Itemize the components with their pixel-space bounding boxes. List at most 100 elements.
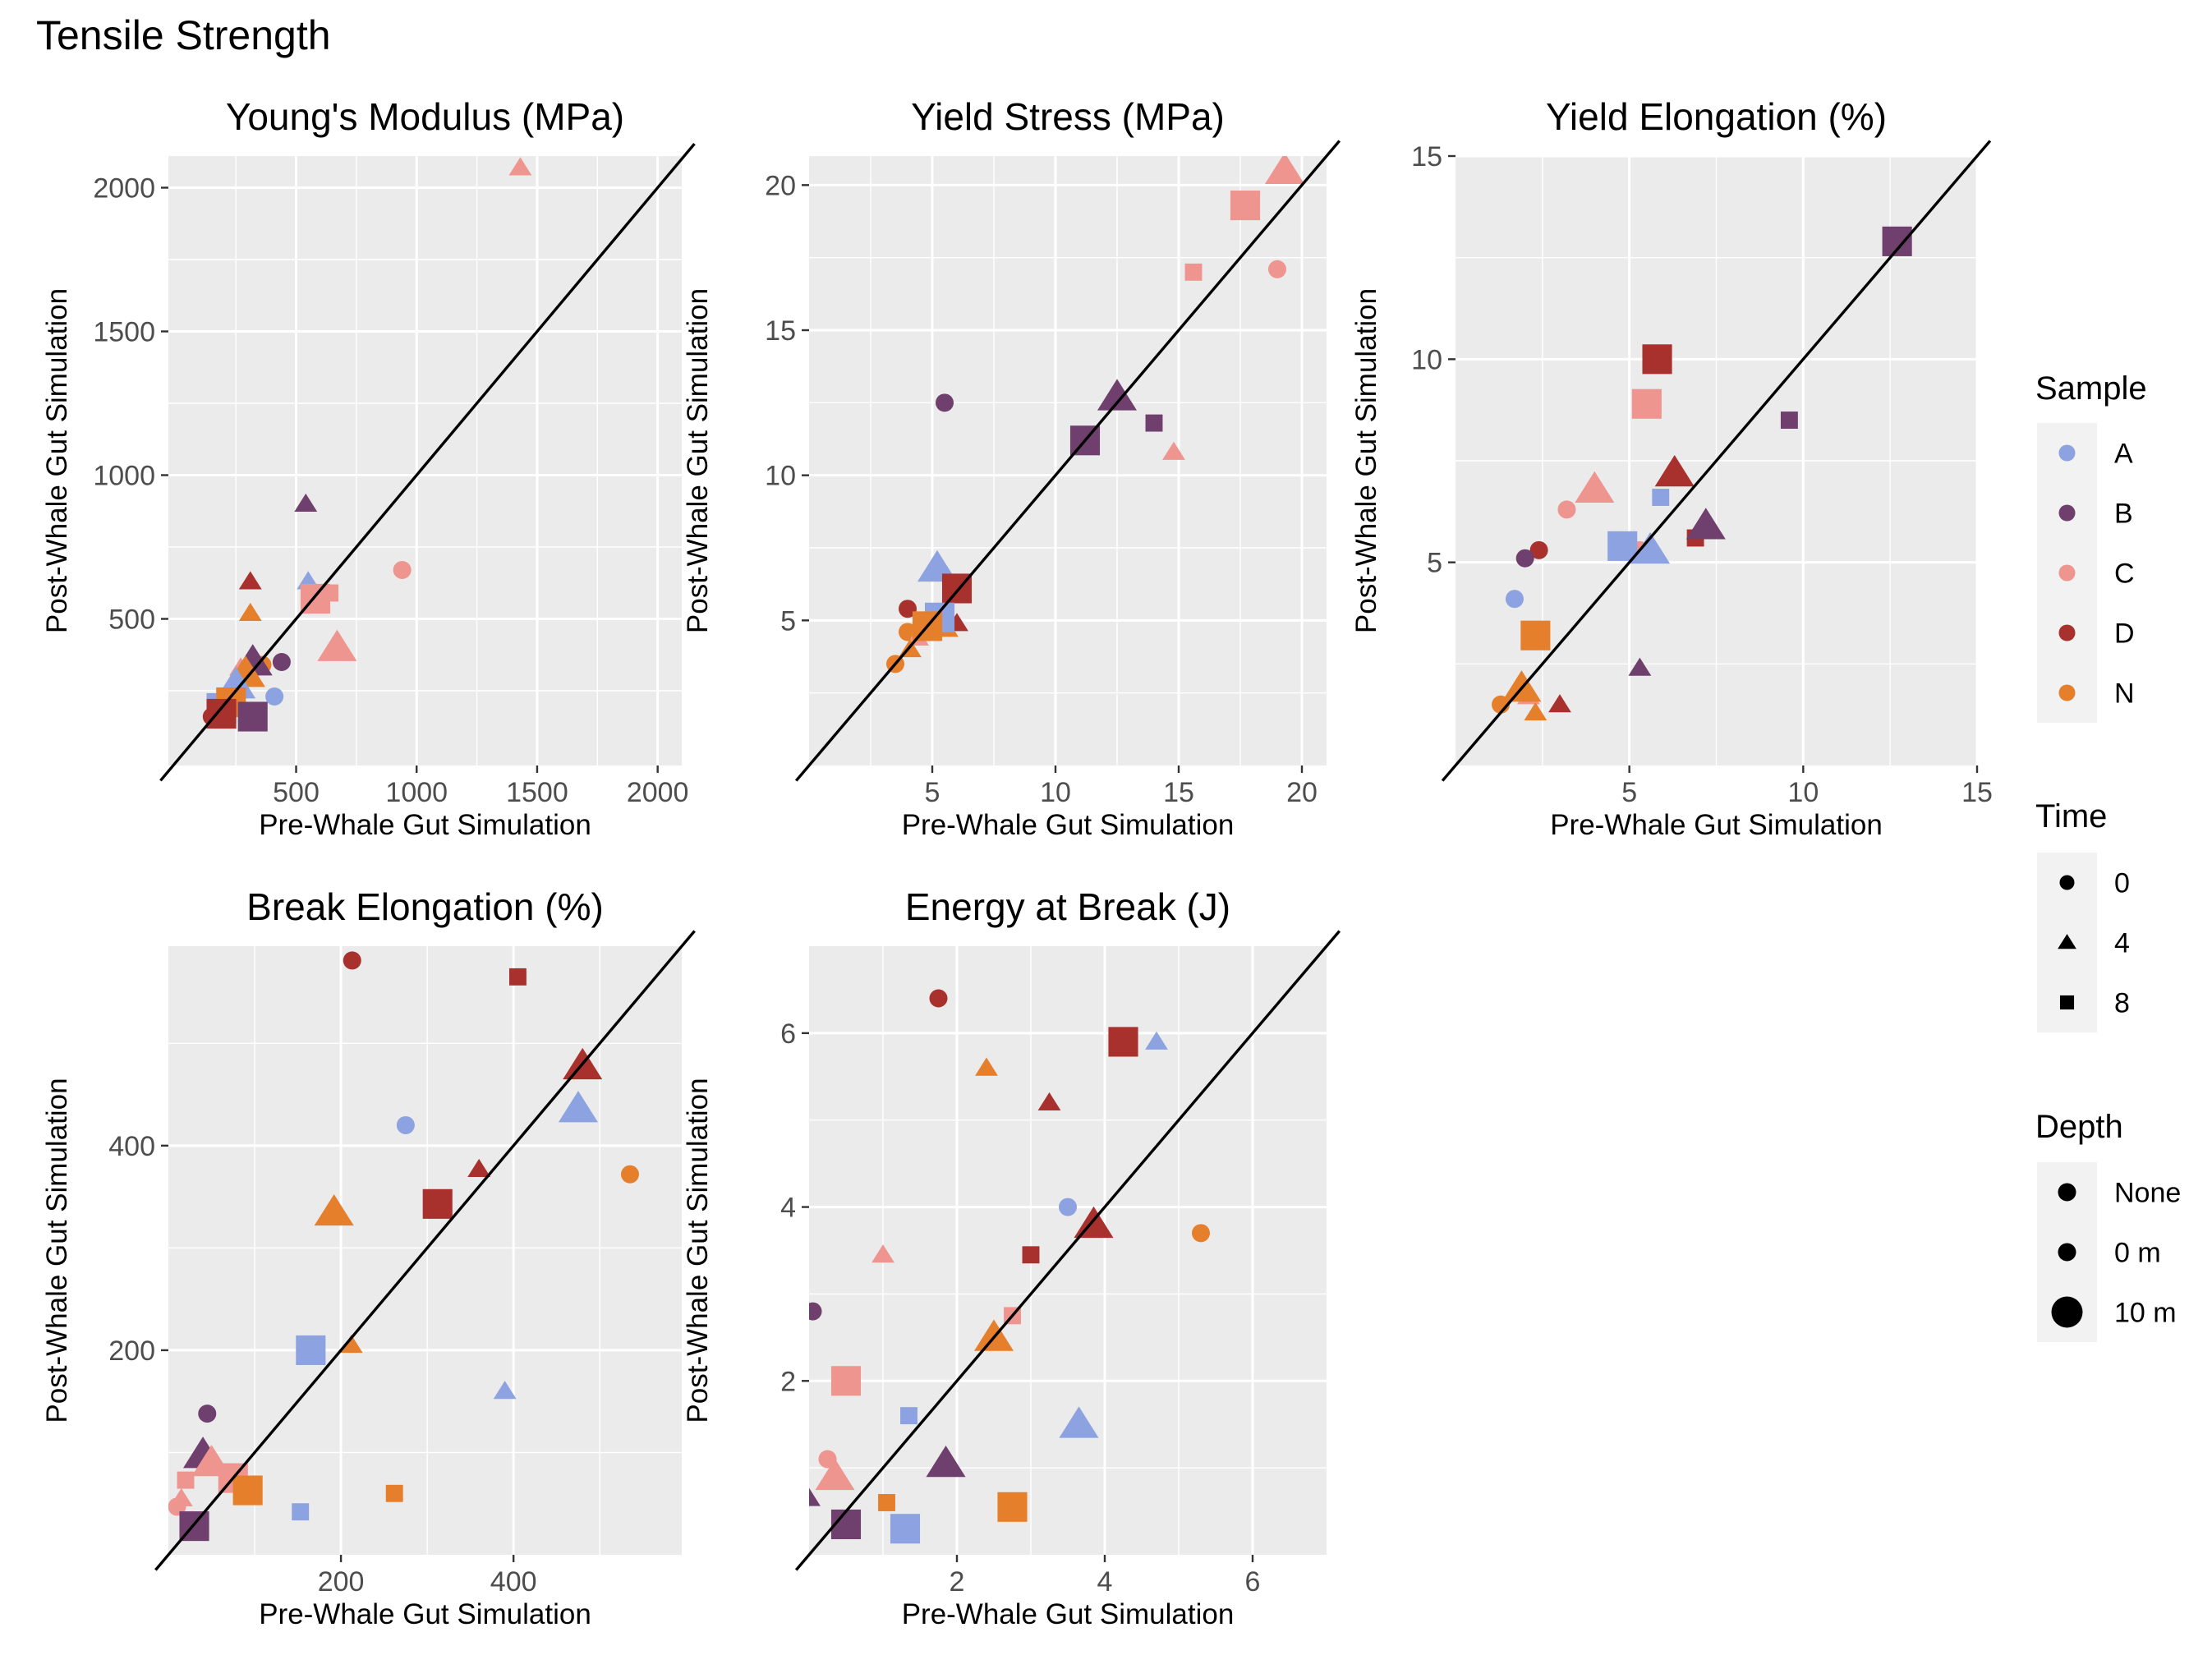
legend-sample-label: D xyxy=(2114,618,2135,650)
legend-time: Time 0 4 8 xyxy=(2035,798,2130,1032)
identity-line xyxy=(1441,140,1992,782)
data-point xyxy=(1575,471,1615,503)
data-point xyxy=(1642,344,1672,375)
y-tick-label: 15 xyxy=(765,315,796,347)
data-point xyxy=(871,1244,894,1263)
legend-time-key xyxy=(2058,934,2076,949)
data-point xyxy=(385,1484,403,1502)
data-point xyxy=(206,698,237,729)
data-point xyxy=(422,1188,453,1219)
legend-sample-key xyxy=(2058,624,2076,641)
y-tick-label: 5 xyxy=(1427,548,1442,579)
data-point xyxy=(177,1471,195,1489)
data-point xyxy=(1184,263,1203,281)
data-point xyxy=(558,1091,598,1123)
identity-line xyxy=(794,140,1341,782)
data-point xyxy=(1192,1224,1210,1243)
data-point xyxy=(815,1458,855,1491)
x-tick-label: 20 xyxy=(1286,777,1318,808)
y-axis-title: Post-Whale Gut Simulation xyxy=(682,288,714,633)
data-point xyxy=(1145,414,1163,432)
data-point xyxy=(238,571,262,590)
panel-title: Young's Modulus (MPa) xyxy=(226,95,624,138)
panels: 500 1000 1500 2000 500 1000 1500 2000 Young's Mo… xyxy=(41,95,1993,1630)
y-axis-title: Post-Whale Gut Simulation xyxy=(41,1078,73,1423)
data-point xyxy=(1108,1027,1138,1057)
data-point xyxy=(314,1193,354,1226)
identity-line xyxy=(794,930,1341,1571)
data-point xyxy=(1685,508,1726,540)
data-point xyxy=(343,951,361,970)
x-tick-label: 10 xyxy=(1787,777,1819,808)
y-tick-label: 4 xyxy=(780,1193,796,1224)
y-axis-title: Post-Whale Gut Simulation xyxy=(1350,288,1382,633)
data-point xyxy=(1652,489,1670,506)
gridlines xyxy=(809,156,1327,765)
y-tick-label: 10 xyxy=(1411,344,1442,375)
legend-sample-label: A xyxy=(2114,439,2133,470)
panel-title: Yield Stress (MPa) xyxy=(911,95,1225,138)
x-tick-label: 4 xyxy=(1097,1566,1113,1598)
y-tick-label: 15 xyxy=(1411,141,1442,172)
identity-line xyxy=(159,142,696,782)
panel-3: 5 10 15 5 10 15 Yield Elongation (%) Pre-Whale … xyxy=(1350,95,1993,841)
data-point xyxy=(292,1503,310,1521)
data-point xyxy=(508,968,527,986)
data-point xyxy=(1059,1198,1077,1216)
x-tick-label: 5 xyxy=(925,777,940,808)
panel-2: 5 10 15 20 5 10 15 20 Yield Stress (MPa) Pre-Whal… xyxy=(682,95,1341,841)
identity-line xyxy=(154,930,696,1571)
data-point xyxy=(975,1057,998,1076)
data-point xyxy=(973,1319,1014,1351)
data-point xyxy=(493,1381,517,1400)
data-point xyxy=(1631,388,1662,419)
x-tick-label: 200 xyxy=(318,1566,365,1598)
y-axis-title: Post-Whale Gut Simulation xyxy=(682,1078,714,1423)
legend-sample-label: C xyxy=(2114,559,2135,590)
legend-time-label: 0 xyxy=(2114,868,2130,899)
x-tick-label: 1000 xyxy=(385,777,448,808)
legend-sample-key xyxy=(2058,504,2076,522)
panel-title: Energy at Break (J) xyxy=(905,885,1230,928)
data-point xyxy=(238,602,262,621)
data-point xyxy=(272,653,291,671)
data-point xyxy=(1022,1246,1040,1264)
data-point xyxy=(1145,1031,1168,1050)
data-point xyxy=(878,1494,895,1511)
data-point xyxy=(1628,657,1652,676)
legend-time-key xyxy=(2059,995,2075,1010)
data-point xyxy=(317,629,357,661)
y-tick-label: 2 xyxy=(780,1366,796,1397)
legend-depth: Depth None 0 m 10 m xyxy=(2035,1109,2181,1342)
x-tick-label: 15 xyxy=(1961,777,1993,808)
legend-sample-title: Sample xyxy=(2035,370,2147,407)
x-tick-label: 5 xyxy=(1621,777,1637,808)
data-point xyxy=(1162,441,1185,460)
y-tick-label: 500 xyxy=(108,605,155,636)
data-point xyxy=(232,1475,263,1506)
data-point xyxy=(1548,694,1571,713)
panel-1: 500 1000 1500 2000 500 1000 1500 2000 Young's Mo… xyxy=(41,95,696,841)
data-point xyxy=(936,393,954,412)
x-tick-label: 1500 xyxy=(506,777,568,808)
data-point xyxy=(899,600,917,618)
data-point xyxy=(1780,411,1798,429)
y-tick-label: 1500 xyxy=(93,317,155,348)
legend-depth-key xyxy=(2051,1296,2083,1328)
data-point xyxy=(926,1446,966,1478)
data-point xyxy=(809,1302,822,1321)
data-point xyxy=(1501,670,1542,702)
data-point xyxy=(198,1404,217,1423)
data-point xyxy=(294,493,318,512)
legend-sample-key xyxy=(2058,684,2076,701)
legend-depth-key xyxy=(2058,1183,2076,1202)
y-tick-label: 6 xyxy=(780,1018,796,1050)
data-point xyxy=(265,687,284,706)
data-point xyxy=(1654,454,1695,487)
data-point xyxy=(1529,540,1548,559)
legend-time-title: Time xyxy=(2035,798,2107,834)
figure-title: Tensile Strength xyxy=(36,12,331,58)
data-point xyxy=(1059,1406,1099,1438)
y-tick-label: 2000 xyxy=(93,173,155,205)
